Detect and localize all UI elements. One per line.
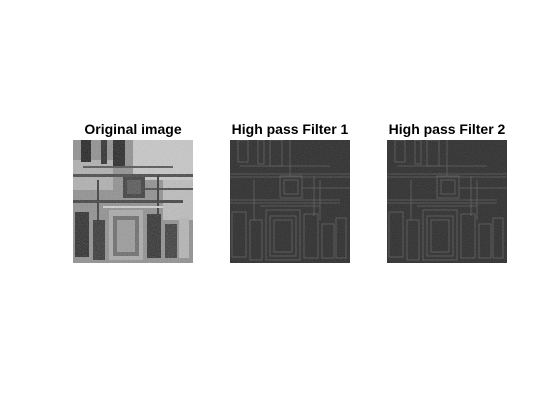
original-image bbox=[73, 140, 193, 263]
panel-title-original: Original image bbox=[84, 121, 182, 137]
filter-2-image bbox=[387, 140, 507, 263]
circuit-grayscale-image bbox=[73, 140, 193, 263]
panel-filter-2: High pass Filter 2 bbox=[382, 118, 512, 263]
panel-title-filter-1: High pass Filter 1 bbox=[231, 121, 349, 137]
panel-original: Original image bbox=[68, 118, 198, 263]
highpass-edge-image bbox=[230, 140, 350, 263]
panel-title-filter-2: High pass Filter 2 bbox=[388, 121, 506, 137]
panel-filter-1: High pass Filter 1 bbox=[225, 118, 355, 263]
highpass-edge-image bbox=[387, 140, 507, 263]
filter-1-image bbox=[230, 140, 350, 263]
